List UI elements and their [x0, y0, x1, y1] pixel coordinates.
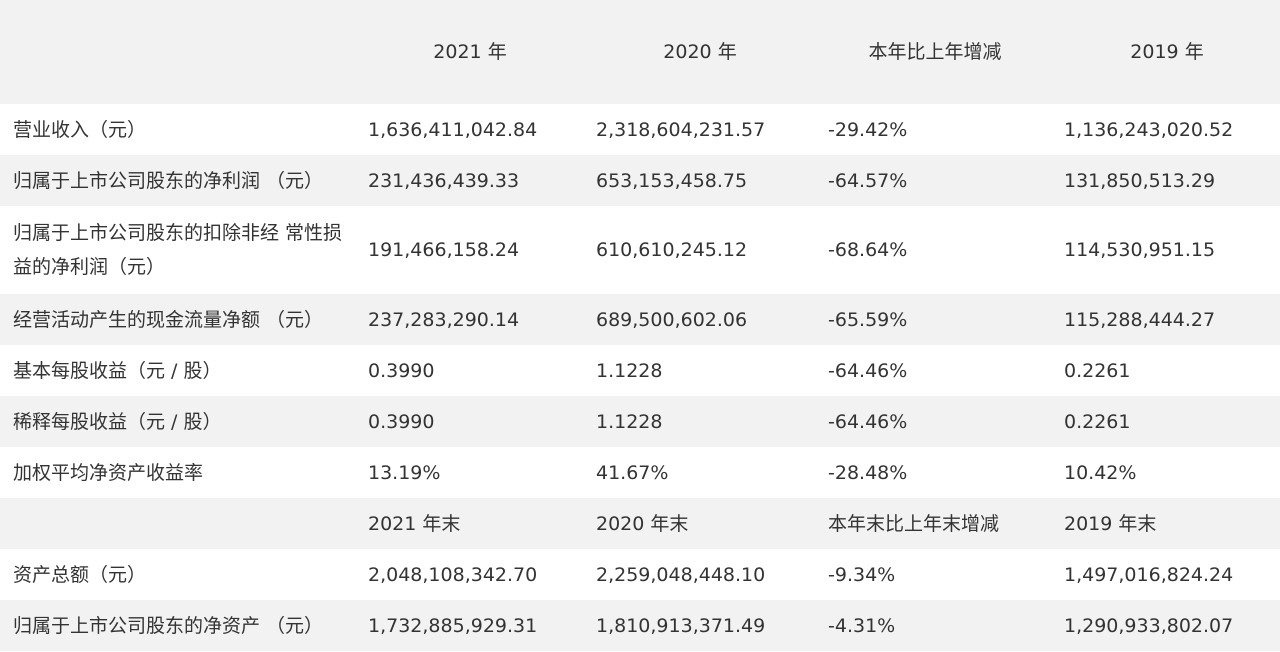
cell-2021: 231,436,439.33 — [368, 169, 520, 192]
header-cell-2020: 2020 年 — [663, 41, 737, 63]
cell-2020: 2,259,048,448.10 — [596, 563, 766, 586]
cell-2020: 653,153,458.75 — [596, 169, 748, 192]
header-cell-2021: 2021 年 — [433, 41, 507, 63]
cell-2019: 0.2261 — [1064, 410, 1131, 433]
cell-change: -29.42% — [828, 118, 908, 141]
cell-2021: 1,732,885,929.31 — [368, 614, 538, 637]
cell-2020: 1.1228 — [596, 359, 663, 382]
cell-2019: 1,497,016,824.24 — [1064, 563, 1234, 586]
cell-change: -68.64% — [828, 239, 908, 261]
table-row: 稀释每股收益（元 / 股） 0.3990 1.1228 -64.46% 0.22… — [0, 396, 1280, 447]
table-header-row: 2021 年 2020 年 本年比上年增减 2019 年 — [0, 0, 1280, 104]
cell-2020: 2,318,604,231.57 — [596, 118, 766, 141]
header-cell-change: 本年比上年增减 — [868, 41, 1002, 63]
row-label: 稀释每股收益（元 / 股） — [13, 410, 222, 433]
row-label: 资产总额（元） — [13, 563, 147, 586]
cell-change: -64.57% — [828, 169, 908, 192]
cell-2019: 0.2261 — [1064, 359, 1131, 382]
table-row: 经营活动产生的现金流量净额 （元） 237,283,290.14 689,500… — [0, 294, 1280, 345]
cell-2019: 1,136,243,020.52 — [1064, 118, 1234, 141]
subheader-2020-end: 2020 年末 — [596, 512, 689, 535]
cell-2019: 1,290,933,802.07 — [1064, 614, 1234, 637]
table-row: 归属于上市公司股东的净利润 （元） 231,436,439.33 653,153… — [0, 155, 1280, 206]
cell-2021: 1,636,411,042.84 — [368, 118, 538, 141]
subheader-2019-end: 2019 年末 — [1064, 512, 1157, 535]
cell-change: -64.46% — [828, 410, 908, 433]
cell-2019: 10.42% — [1064, 461, 1137, 484]
cell-change: -28.48% — [828, 461, 908, 484]
row-label: 加权平均净资产收益率 — [13, 461, 204, 484]
cell-2021: 13.19% — [368, 461, 441, 484]
cell-2019: 114,530,951.15 — [1064, 239, 1216, 261]
row-label: 营业收入（元） — [13, 118, 147, 141]
subheader-change: 本年末比上年末增减 — [828, 512, 1000, 535]
cell-2021: 237,283,290.14 — [368, 308, 520, 331]
cell-2019: 131,850,513.29 — [1064, 169, 1216, 192]
table-row: 归属于上市公司股东的扣除非经 常性损益的净利润（元） 191,466,158.2… — [0, 206, 1280, 294]
cell-2019: 115,288,444.27 — [1064, 308, 1216, 331]
row-label: 归属于上市公司股东的扣除非经 常性损益的净利润（元） — [13, 222, 343, 278]
cell-2021: 2,048,108,342.70 — [368, 563, 538, 586]
table-row: 归属于上市公司股东的净资产 （元） 1,732,885,929.31 1,810… — [0, 600, 1280, 651]
table-row: 营业收入（元） 1,636,411,042.84 2,318,604,231.5… — [0, 104, 1280, 155]
row-label: 基本每股收益（元 / 股） — [13, 359, 222, 382]
cell-2020: 1.1228 — [596, 410, 663, 433]
row-label: 归属于上市公司股东的净利润 （元） — [13, 169, 324, 192]
cell-change: -9.34% — [828, 563, 896, 586]
cell-2021: 0.3990 — [368, 359, 435, 382]
cell-2020: 610,610,245.12 — [596, 239, 748, 261]
cell-2020: 41.67% — [596, 461, 669, 484]
cell-2021: 0.3990 — [368, 410, 435, 433]
table-subheader-row: 2021 年末 2020 年末 本年末比上年末增减 2019 年末 — [0, 498, 1280, 549]
row-label: 归属于上市公司股东的净资产 （元） — [13, 614, 324, 637]
table-row: 资产总额（元） 2,048,108,342.70 2,259,048,448.1… — [0, 549, 1280, 600]
cell-change: -64.46% — [828, 359, 908, 382]
cell-2020: 689,500,602.06 — [596, 308, 748, 331]
header-cell-2019: 2019 年 — [1130, 41, 1204, 63]
cell-2021: 191,466,158.24 — [368, 239, 520, 261]
table-row: 基本每股收益（元 / 股） 0.3990 1.1228 -64.46% 0.22… — [0, 345, 1280, 396]
cell-change: -65.59% — [828, 308, 908, 331]
subheader-2021-end: 2021 年末 — [368, 512, 461, 535]
table-row: 加权平均净资产收益率 13.19% 41.67% -28.48% 10.42% — [0, 447, 1280, 498]
cell-2020: 1,810,913,371.49 — [596, 614, 766, 637]
cell-change: -4.31% — [828, 614, 896, 637]
row-label: 经营活动产生的现金流量净额 （元） — [13, 308, 324, 331]
